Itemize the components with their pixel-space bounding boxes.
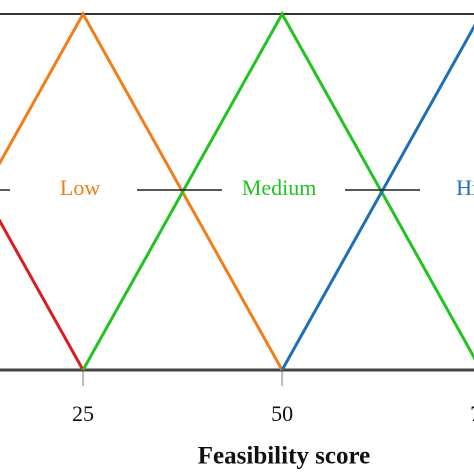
series-line: [0, 10, 284, 371]
series-line: [280, 23, 474, 371]
legend-label-bg: [450, 175, 474, 201]
legend-label: Low: [60, 175, 100, 200]
x-tick-label: 25: [72, 401, 94, 426]
x-tick-label: 75: [470, 401, 474, 426]
legend-label: High: [456, 175, 474, 200]
series-line: [81, 10, 474, 371]
legend-label: Medium: [242, 175, 317, 200]
series-line: [0, 218, 85, 371]
x-axis-label: Feasibility score: [198, 443, 370, 470]
x-tick-label: 50: [271, 401, 293, 426]
legend-label-bg: [235, 175, 323, 201]
legend-label-bg: [53, 175, 107, 201]
